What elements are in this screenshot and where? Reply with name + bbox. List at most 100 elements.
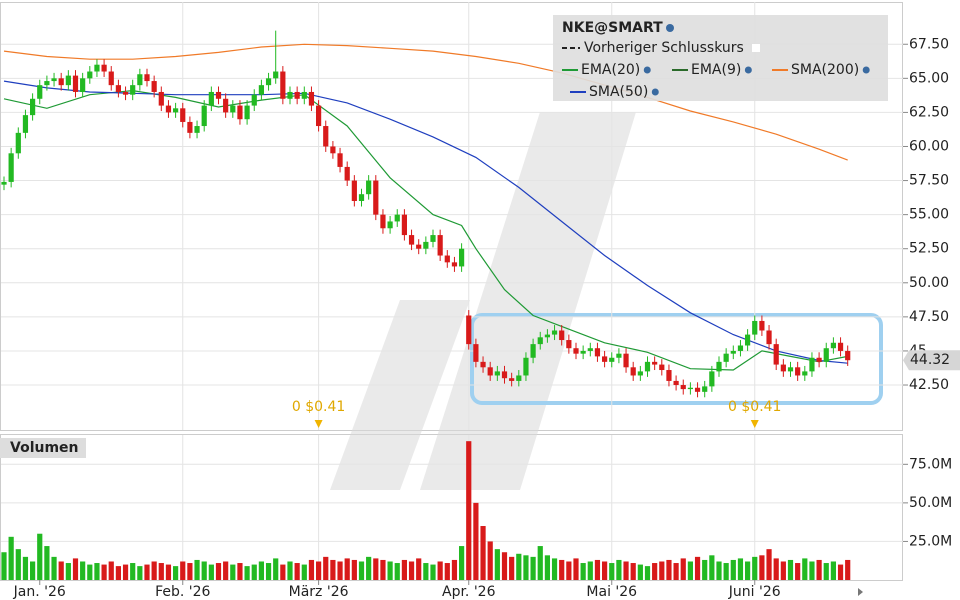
volume-bar (101, 564, 107, 580)
y-tick-label: 42.50 (909, 377, 949, 393)
volume-bar (330, 559, 336, 580)
candle-body (280, 71, 286, 99)
candle-body (587, 348, 593, 351)
y-tick-label: 67.50 (909, 36, 949, 52)
candle-body (308, 91, 315, 106)
volume-bar (387, 561, 393, 580)
candle-body (630, 367, 636, 376)
volume-bar (616, 559, 622, 580)
candle-body (559, 330, 565, 341)
volume-bar (337, 561, 343, 580)
candle-body (187, 121, 193, 133)
candle-body (22, 115, 29, 133)
volume-bar (223, 561, 229, 580)
candle-body (494, 371, 500, 376)
candle-body (530, 344, 536, 358)
candle-body (244, 105, 250, 120)
watermark-shape (330, 300, 470, 490)
volume-bar (130, 563, 136, 580)
volume-bar (652, 563, 658, 580)
volume-bar (837, 564, 844, 580)
candle-body (451, 262, 458, 267)
volume-bar (602, 561, 608, 580)
candle-body (623, 353, 629, 368)
candle-body (501, 371, 508, 379)
volume-bar (516, 553, 522, 580)
volume-bar (87, 564, 93, 580)
candle-body (845, 350, 851, 361)
candle-body (108, 71, 114, 86)
candle-body (837, 342, 844, 351)
candle-body (637, 371, 643, 376)
volume-bar (787, 559, 794, 580)
candle-body (265, 78, 272, 86)
candle-body (408, 235, 415, 245)
volume-bar (809, 561, 815, 580)
volume-bar (501, 552, 508, 580)
volume-bar (258, 561, 264, 580)
volume-bar (394, 563, 400, 580)
y-tick-label: 55.00 (909, 207, 949, 223)
volume-bar (795, 563, 801, 580)
candle-body (115, 85, 121, 92)
volume-bar (308, 559, 315, 580)
legend-box (553, 15, 888, 101)
volume-bar (537, 546, 543, 580)
line-series (3, 80, 848, 364)
candle-body (65, 75, 71, 86)
candle-body (509, 378, 515, 381)
volume-bar (158, 563, 164, 580)
volume-bar (51, 556, 57, 580)
volume-bar (366, 556, 372, 580)
candle-body (716, 361, 722, 372)
volume-bar (30, 561, 36, 580)
volume-bar (351, 559, 357, 580)
x-tick-label: Jan. '26 (13, 584, 66, 600)
volume-bar (566, 561, 572, 580)
volume-bar (559, 559, 565, 580)
candle-body (487, 367, 493, 376)
candle-body (473, 344, 479, 362)
line-series (3, 43, 848, 161)
candle-body (1, 181, 7, 185)
candle-body (373, 180, 379, 215)
legend-label: SMA(50) (589, 84, 648, 100)
candle-body (616, 353, 622, 358)
candle-body (730, 350, 736, 354)
volume-bar (437, 561, 443, 580)
candle-body (680, 385, 686, 390)
candle-body (351, 180, 357, 202)
candle-body (594, 348, 601, 357)
legend-title: NKE@SMART (562, 20, 663, 36)
y-tick-label: 50.0M (909, 495, 952, 511)
volume-bar (451, 559, 458, 580)
x-tick-label: Mai '26 (586, 584, 637, 600)
candle-body (773, 344, 779, 365)
volume-bar (122, 564, 129, 580)
volume-title-box (0, 438, 86, 458)
volume-bar (487, 541, 493, 580)
volume-bar (194, 559, 200, 580)
candle-body (673, 380, 679, 386)
candle-body (609, 357, 615, 362)
volume-bar (94, 563, 100, 580)
volume-bar (745, 561, 751, 580)
volume-bar (580, 563, 586, 580)
candle-body (173, 108, 179, 113)
volume-bar (273, 558, 279, 580)
volume-bar (265, 563, 272, 580)
candle-body (809, 357, 815, 372)
candle-body (223, 98, 229, 113)
candle-body (194, 126, 200, 133)
candle-body (151, 81, 157, 92)
legend-label: EMA(9) (691, 62, 741, 78)
volume-bar (173, 566, 179, 580)
candle-body (87, 71, 93, 79)
volume-bar (344, 558, 350, 580)
volume-bar (523, 555, 529, 580)
volume-bar (687, 561, 693, 580)
volume-bar (287, 561, 293, 580)
candle-body (537, 337, 543, 345)
volume-bar (215, 563, 222, 580)
volume-bar (509, 556, 515, 580)
